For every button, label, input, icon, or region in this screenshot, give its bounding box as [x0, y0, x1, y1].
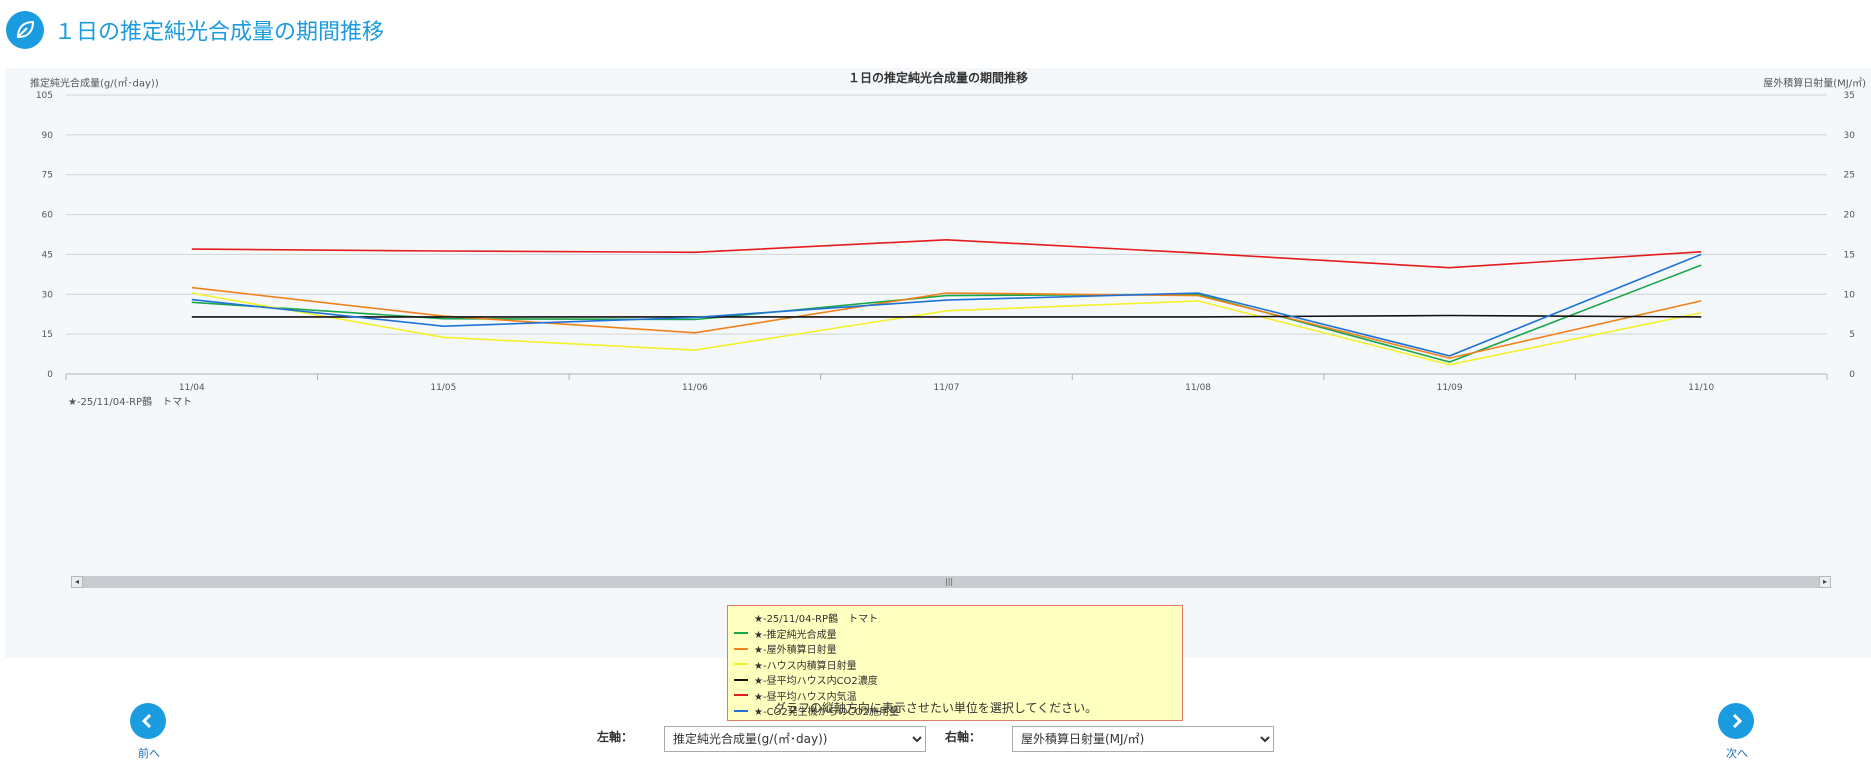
axis-select-hint: グラフの縦軸方向に表示させたい単位を選択してください。: [773, 701, 1098, 715]
legend-item[interactable]: ★-ハウス内積算日射量: [728, 657, 1182, 673]
x-tick-label: 11/09: [1437, 383, 1463, 393]
y-right-tick-label: 25: [1844, 171, 1855, 181]
series-line: [191, 238, 1702, 269]
legend-label: ★-屋外積算日射量: [754, 645, 837, 657]
chevron-left-icon: [141, 713, 152, 729]
y-right-tick-label: 5: [1849, 330, 1855, 340]
series-line: [191, 264, 1702, 363]
x-tick-label: 11/04: [179, 383, 205, 393]
x-tick-label: 11/10: [1688, 383, 1714, 393]
chart-panel: １日の推定純光合成量の期間推移 推定純光合成量(g/(㎡･day)) 屋外積算日射量…: [5, 68, 1871, 721]
y-left-tick-label: 0: [47, 370, 53, 380]
right-axis-label: 右軸：: [945, 730, 982, 744]
x-tick-label: 11/07: [934, 383, 960, 393]
leaf-icon: [6, 11, 44, 49]
chart-scrollbar[interactable]: ◂ ||| ▸: [71, 576, 1831, 588]
x-tick-label: 11/05: [430, 383, 456, 393]
y-right-tick-label: 35: [1844, 91, 1855, 101]
page-title: １日の推定純光合成量の期間推移: [54, 20, 385, 45]
legend-swatch: [734, 647, 748, 650]
legend-item[interactable]: ★-推定純光合成量: [728, 626, 1182, 642]
y-left-tick-label: 45: [42, 250, 53, 260]
prev-button[interactable]: [130, 703, 166, 739]
y-left-tick-label: 60: [42, 211, 54, 221]
legend-item[interactable]: ★-昼平均ハウス内気温: [728, 688, 1182, 704]
y-right-tick-label: 30: [1844, 131, 1856, 141]
x-tick-label: 11/08: [1185, 383, 1211, 393]
legend-label: ★-ハウス内積算日射量: [754, 660, 857, 672]
next-button[interactable]: [1718, 703, 1754, 739]
legend-label: ★-推定純光合成量: [754, 629, 837, 641]
next-label[interactable]: 次へ: [1726, 747, 1748, 760]
legend-item[interactable]: ★-昼平均ハウス内CO2濃度: [728, 672, 1182, 688]
x-tick-label: 11/06: [682, 383, 708, 393]
group-label: ★-25/11/04-RP鶴 トマト: [68, 395, 192, 408]
left-axis-select[interactable]: 推定純光合成量(g/(㎡･day)): [664, 726, 926, 752]
chart-legend: ★-25/11/04-RP鶴 トマト ★-推定純光合成量 ★-屋外積算日射量 ★-ハ…: [727, 605, 1183, 721]
y-right-tick-label: 20: [1844, 211, 1856, 221]
legend-label: ★-昼平均ハウス内CO2濃度: [754, 676, 878, 688]
legend-label: ★-CO2発生機からのCO2施用量: [754, 707, 900, 719]
line-chart: １日の推定純光合成量の期間推移 推定純光合成量(g/(㎡･day)) 屋外積算日射量…: [30, 70, 1866, 408]
chevron-right-icon: [1732, 713, 1743, 729]
y-left-tick-label: 75: [42, 171, 53, 181]
legend-swatch: [734, 663, 748, 666]
series-line: [191, 292, 1702, 366]
y-left-tick-label: 105: [36, 91, 53, 101]
left-axis-title: 推定純光合成量(g/(㎡･day)): [30, 76, 159, 89]
right-axis-select[interactable]: 屋外積算日射量(MJ/㎡): [1012, 726, 1274, 752]
legend-swatch: [734, 694, 748, 697]
y-right-tick-label: 0: [1849, 370, 1855, 380]
y-left-tick-label: 90: [42, 131, 54, 141]
legend-swatch: [734, 709, 748, 712]
scroll-right-button[interactable]: ▸: [1819, 576, 1831, 588]
legend-header: ★-25/11/04-RP鶴 トマト: [754, 614, 879, 626]
prev-label[interactable]: 前へ: [138, 747, 160, 760]
series-line: [191, 253, 1702, 357]
legend-swatch: [734, 632, 748, 635]
y-right-tick-label: 10: [1844, 290, 1856, 300]
legend-item[interactable]: ★-CO2発生機からのCO2施用量: [728, 703, 1182, 719]
legend-label: ★-昼平均ハウス内気温: [754, 691, 857, 703]
legend-item[interactable]: ★-屋外積算日射量: [728, 641, 1182, 657]
y-left-tick-label: 15: [42, 330, 53, 340]
y-right-tick-label: 15: [1844, 250, 1855, 260]
right-axis-title: 屋外積算日射量(MJ/㎡): [1763, 76, 1866, 89]
series-line: [191, 314, 1702, 318]
chart-title: １日の推定純光合成量の期間推移: [848, 70, 1028, 85]
page-header: １日の推定純光合成量の期間推移: [6, 10, 384, 50]
scroll-left-button[interactable]: ◂: [71, 576, 83, 588]
scroll-grip[interactable]: |||: [945, 577, 954, 586]
left-axis-label: 左軸：: [597, 730, 634, 744]
legend-swatch: [734, 678, 748, 681]
y-left-tick-label: 30: [42, 290, 54, 300]
